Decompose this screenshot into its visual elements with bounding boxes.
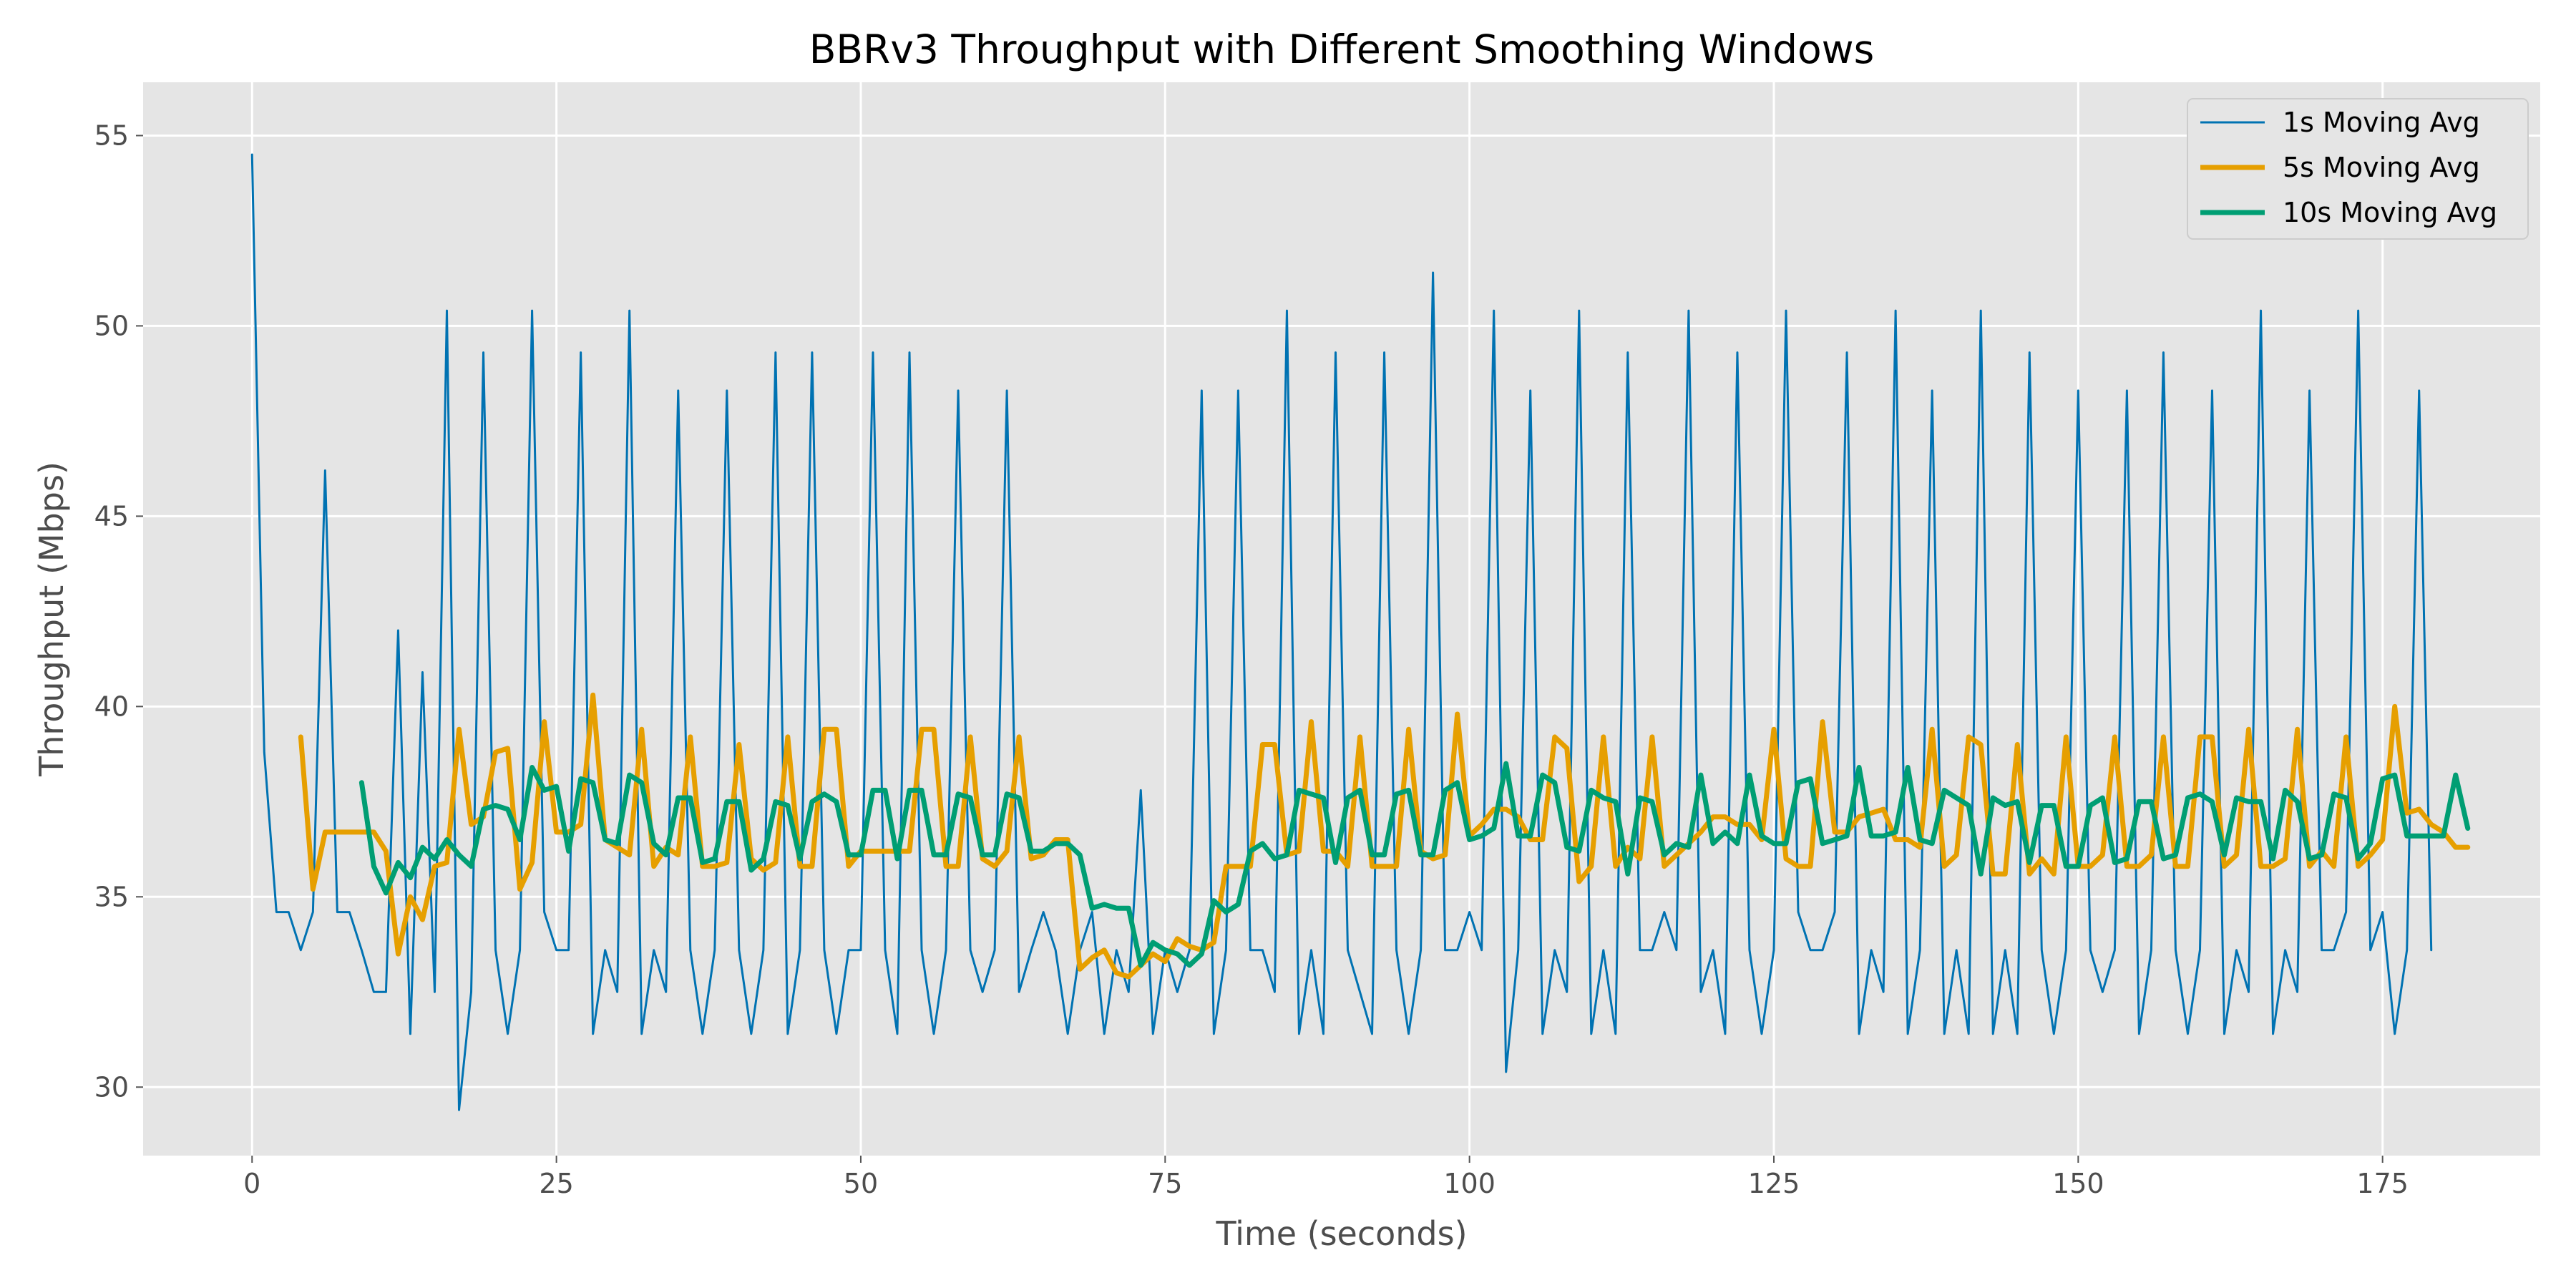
legend-label-10s: 10s Moving Avg xyxy=(2283,197,2497,228)
legend-box xyxy=(2187,98,2529,240)
y-tick-label: 40 xyxy=(94,691,129,722)
y-tick-label: 45 xyxy=(94,500,129,532)
y-axis-ticks: 30 35 40 45 50 55 xyxy=(94,119,143,1103)
y-tick-label: 35 xyxy=(94,881,129,912)
series-layer xyxy=(250,153,2471,1111)
x-tick-label: 150 xyxy=(2052,1168,2104,1199)
series-line-1s xyxy=(250,153,2433,1111)
x-tick-label: 0 xyxy=(243,1168,260,1199)
gridlines xyxy=(143,82,2540,1156)
x-axis-label: Time (seconds) xyxy=(1215,1214,1467,1253)
x-tick-label: 50 xyxy=(844,1168,878,1199)
x-tick-label: 75 xyxy=(1148,1168,1182,1199)
x-tick-label: 100 xyxy=(1443,1168,1496,1199)
series-line-10s xyxy=(358,761,2471,968)
legend-label-1s: 1s Moving Avg xyxy=(2283,107,2480,138)
y-tick-label: 55 xyxy=(94,119,129,151)
x-tick-label: 125 xyxy=(1748,1168,1800,1199)
x-tick-label: 25 xyxy=(539,1168,573,1199)
x-tick-label: 175 xyxy=(2356,1168,2409,1199)
legend-label-5s: 5s Moving Avg xyxy=(2283,152,2480,183)
legend: 1s Moving Avg 5s Moving Avg 10s Moving A… xyxy=(2187,98,2529,240)
x-axis-ticks: 0 25 50 75 100 125 150 175 xyxy=(243,1156,2409,1199)
y-tick-label: 50 xyxy=(94,310,129,341)
y-axis-label: Throughput (Mbps) xyxy=(32,462,71,777)
chart-title: BBRv3 Throughput with Different Smoothin… xyxy=(809,26,1875,72)
y-tick-label: 30 xyxy=(94,1071,129,1103)
